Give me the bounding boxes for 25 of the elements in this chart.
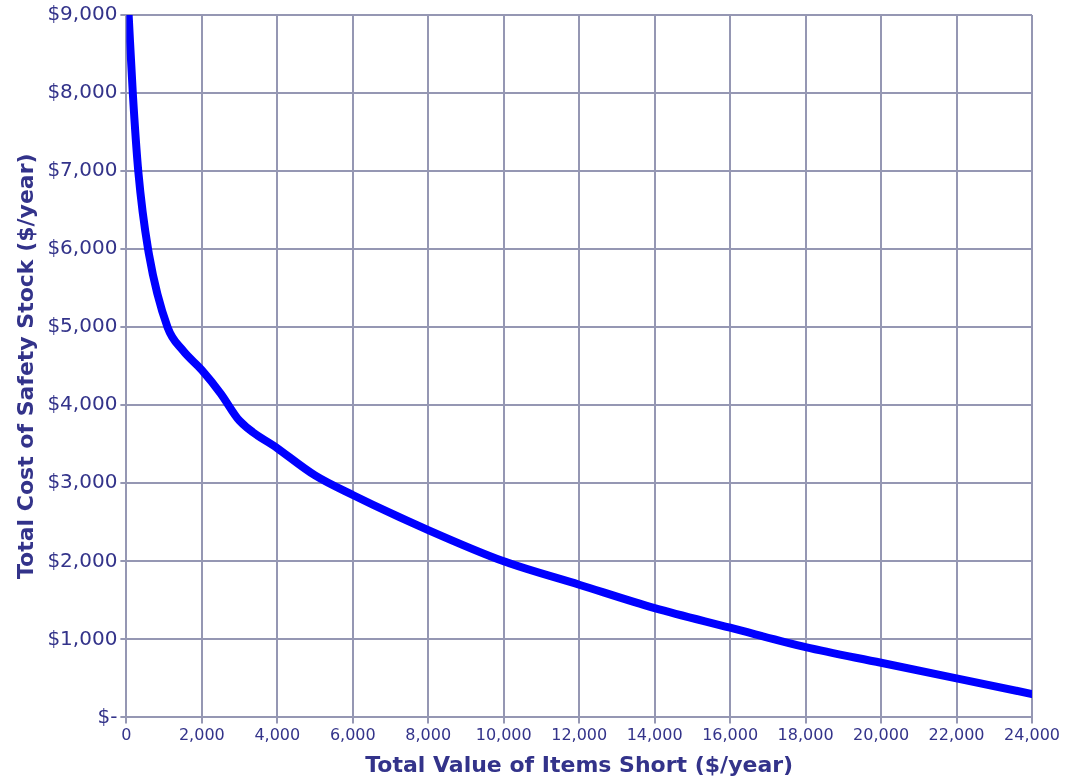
x-tick-label: 18,000	[777, 725, 834, 745]
y-tick-label: $5,000	[47, 313, 118, 338]
x-tick-label: 14,000	[626, 725, 683, 745]
y-tick-label: $4,000	[47, 391, 118, 416]
x-tick-label: 16,000	[702, 725, 759, 745]
y-tick-label: $2,000	[47, 547, 118, 572]
x-tick-label: 4,000	[254, 725, 301, 745]
y-tick-label: $8,000	[47, 79, 118, 104]
x-tick-label: 24,000	[1004, 725, 1060, 745]
x-tick-label: 6,000	[329, 725, 376, 745]
x-tick-label: 20,000	[853, 725, 910, 745]
x-tick-label: 2,000	[178, 725, 225, 745]
y-tick-label: $6,000	[47, 235, 118, 260]
x-tick-label: 8,000	[405, 725, 452, 745]
y-tick-label: $9,000	[47, 1, 118, 26]
y-tick-label: $7,000	[47, 157, 118, 182]
y-tick-label: $-	[97, 703, 118, 728]
x-axis-title: Total Value of Items Short ($/year)	[365, 751, 794, 777]
x-tick-label: 22,000	[928, 725, 985, 745]
x-tick-label: 0	[121, 725, 132, 745]
y-tick-label: $1,000	[47, 625, 118, 650]
x-tick-label: 12,000	[551, 725, 608, 745]
x-tick-label: 10,000	[475, 725, 532, 745]
y-tick-label: $3,000	[47, 469, 118, 494]
y-axis-title: Total Cost of Safety Stock ($/year)	[12, 153, 38, 579]
